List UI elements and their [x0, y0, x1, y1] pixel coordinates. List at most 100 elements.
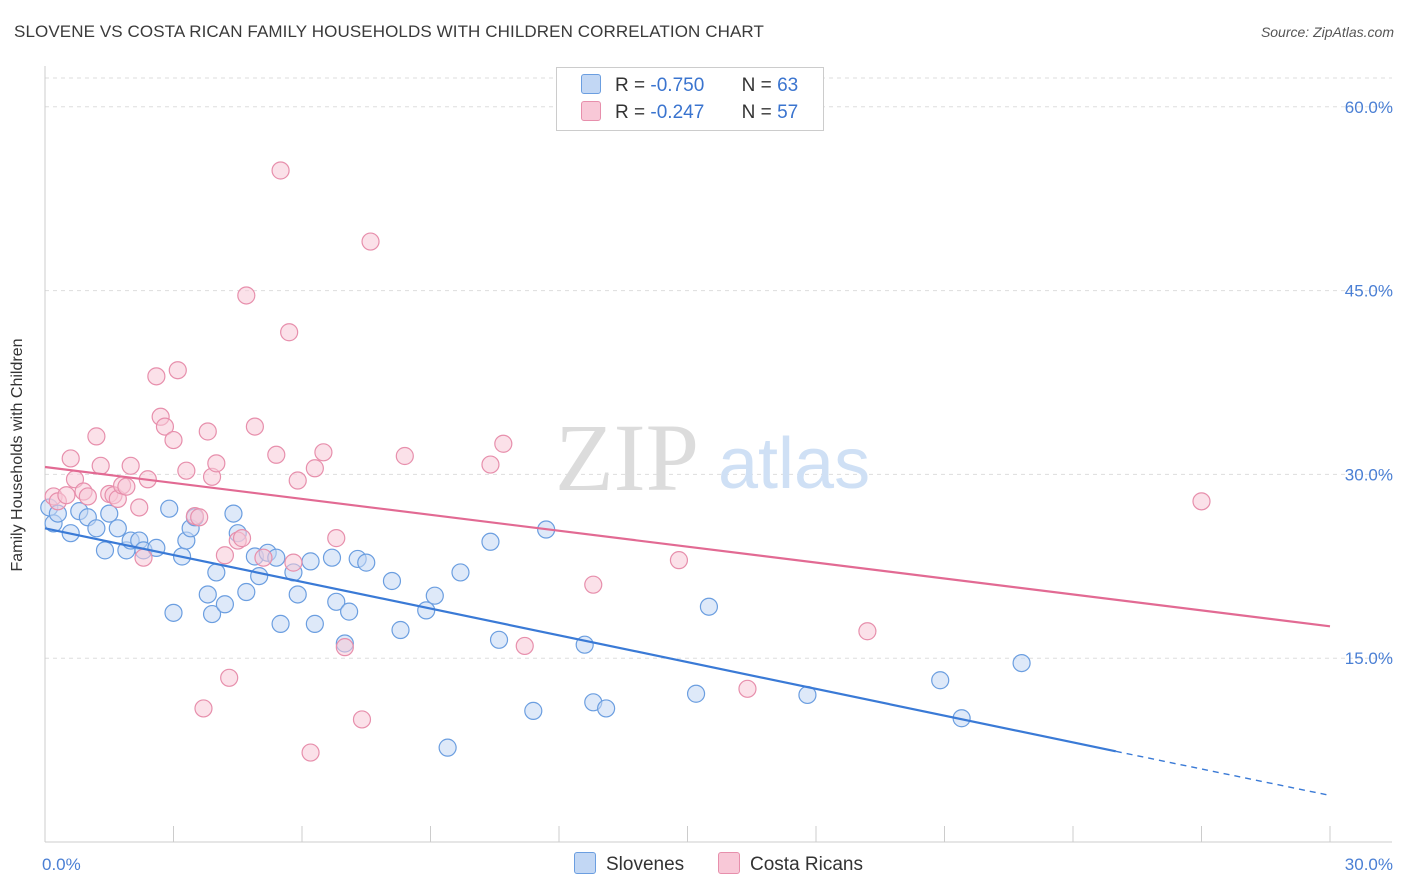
n-value-slovenes: 63: [777, 75, 799, 96]
data-point: [425, 586, 444, 605]
data-point: [288, 585, 307, 604]
legend-swatch-slovenes: [574, 852, 596, 874]
data-point: [245, 417, 264, 436]
axes: [44, 66, 1392, 843]
legend-swatch-costa-ricans: [718, 852, 740, 874]
data-point: [160, 499, 179, 518]
data-point: [198, 585, 217, 604]
watermark-zip: ZIP: [555, 404, 699, 511]
data-point: [489, 630, 509, 649]
data-point: [220, 668, 239, 687]
n-label: N =: [741, 75, 772, 96]
data-point: [207, 563, 226, 582]
n-value-costa-ricans: 57: [777, 102, 799, 123]
data-point: [121, 456, 140, 475]
data-point: [95, 541, 115, 560]
data-point: [1192, 492, 1211, 511]
data-point: [686, 684, 706, 703]
y-tick-label: 45.0%: [1345, 282, 1393, 301]
data-point: [515, 636, 534, 656]
data-point: [254, 548, 273, 567]
data-point: [87, 519, 106, 538]
data-point: [327, 592, 346, 611]
data-point: [87, 427, 106, 446]
data-point: [284, 553, 303, 572]
legend-swatch-slovenes: [581, 74, 601, 94]
data-point: [699, 597, 719, 616]
data-point: [597, 699, 616, 718]
series-0-points: [40, 498, 1031, 757]
trend-line-0-extension: [1115, 750, 1331, 797]
data-point: [147, 367, 166, 386]
legend-item-costa-ricans: Costa Ricans: [718, 852, 863, 876]
data-point: [301, 552, 320, 571]
data-point: [335, 638, 354, 657]
stats-legend-row-slovenes: R = -0.750 N = 63: [581, 74, 798, 100]
data-point: [237, 286, 256, 305]
data-point: [357, 553, 376, 572]
data-point: [202, 604, 222, 624]
y-tick-label: 30.0%: [1345, 465, 1393, 484]
data-point: [352, 710, 372, 729]
data-point: [271, 161, 290, 180]
chart-title: SLOVENE VS COSTA RICAN FAMILY HOUSEHOLDS…: [14, 22, 764, 41]
r-value-costa-ricans: -0.247: [650, 102, 705, 123]
data-point: [340, 602, 359, 621]
data-point: [78, 487, 97, 506]
data-point: [224, 504, 243, 523]
legend-item-slovenes: Slovenes: [574, 852, 684, 876]
data-point: [91, 456, 110, 475]
data-point: [164, 430, 183, 450]
data-point: [584, 575, 603, 594]
stats-legend-row-costa-ricans: R = -0.247 N = 57: [581, 101, 798, 127]
data-point: [669, 551, 689, 570]
data-point: [198, 422, 217, 441]
series-1-points: [44, 161, 1211, 762]
data-point: [57, 486, 76, 505]
data-point: [395, 446, 414, 466]
r-label: R =: [615, 75, 646, 96]
data-point: [177, 461, 196, 480]
data-point: [271, 614, 290, 633]
data-point: [61, 449, 80, 468]
watermark-atlas: atlas: [718, 424, 870, 504]
n-label: N =: [741, 102, 772, 123]
data-point: [481, 532, 500, 551]
data-point: [322, 548, 342, 567]
data-point: [305, 459, 324, 478]
data-point: [327, 529, 346, 548]
data-point: [194, 699, 213, 718]
data-point: [391, 620, 410, 640]
data-point: [168, 361, 187, 380]
data-point: [155, 417, 175, 436]
data-point: [108, 519, 127, 538]
data-point: [481, 455, 500, 474]
x-tick-label: 30.0%: [1345, 855, 1393, 874]
data-point: [250, 566, 269, 586]
data-point: [494, 434, 513, 453]
trend-lines: [44, 465, 1331, 797]
data-point: [130, 498, 149, 517]
data-point: [237, 582, 256, 602]
data-point: [1012, 653, 1031, 673]
data-point: [931, 671, 950, 690]
data-point: [438, 738, 457, 757]
data-point: [301, 743, 320, 762]
legend-label-costa-ricans: Costa Ricans: [750, 854, 863, 875]
data-point: [267, 445, 286, 464]
trend-line-0: [44, 527, 1117, 753]
data-point: [858, 622, 877, 641]
data-point: [314, 443, 333, 462]
data-point: [451, 563, 470, 582]
tick-labels: 15.0% 30.0% 45.0% 60.0% 0.0% 30.0%: [42, 98, 1393, 874]
data-point: [417, 601, 436, 620]
source-label: Source: ZipAtlas.com: [1260, 24, 1394, 40]
data-point: [305, 614, 324, 633]
data-point: [215, 595, 234, 614]
legend-swatch-costa-ricans: [581, 101, 601, 121]
data-points: [40, 161, 1211, 762]
data-point: [524, 701, 543, 720]
data-point: [117, 477, 136, 496]
data-point: [215, 546, 234, 565]
